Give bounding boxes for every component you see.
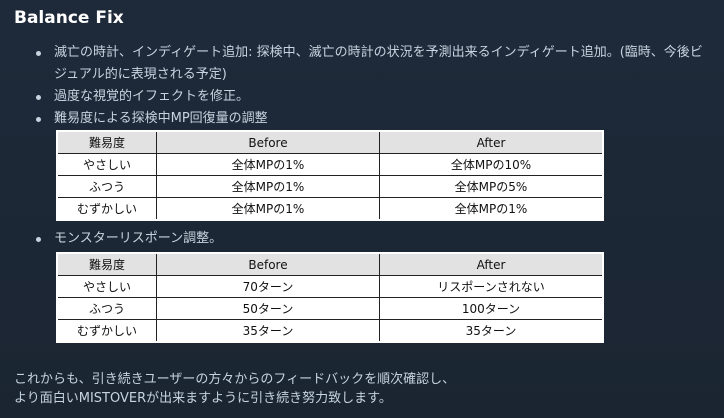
- list-item: 過度な視覚的イフェクトを修正。: [32, 86, 712, 108]
- table-cell: 70ターン: [156, 275, 380, 298]
- table-cell: ふつう: [56, 297, 157, 320]
- list-item: 難易度による探検中MP回復量の調整: [32, 108, 712, 130]
- closing-line: より面白いMISTOVERが出来ますように引き続き努力致します。: [14, 391, 392, 406]
- table-row: ふつう 50ターン 100ターン: [56, 297, 604, 320]
- table-cell: 100ターン: [379, 297, 604, 320]
- table-cell: やさしい: [56, 275, 157, 298]
- table-cell: リスポーンされない: [379, 275, 604, 298]
- table-header: Before: [156, 252, 380, 276]
- list-item: 滅亡の時計、インディゲート追加: 探検中、滅亡の時計の状況を予測出来るインディゲ…: [32, 42, 712, 86]
- table-cell: むずかしい: [56, 197, 157, 221]
- table-row: むずかしい 全体MPの1% 全体MPの1%: [56, 197, 604, 221]
- table-cell: ふつう: [56, 175, 157, 198]
- mp-recovery-table: 難易度 Before After やさしい 全体MPの1% 全体MPの10% ふ…: [56, 130, 604, 221]
- table-row: やさしい 70ターン リスポーンされない: [56, 275, 604, 298]
- monster-respawn-table: 難易度 Before After やさしい 70ターン リスポーンされない ふつ…: [56, 252, 604, 343]
- table-cell: 35ターン: [379, 319, 604, 343]
- section-title: Balance Fix: [14, 8, 124, 28]
- table-cell: 50ターン: [156, 297, 380, 320]
- table-cell: 全体MPの1%: [156, 153, 380, 176]
- table-header-row: 難易度 Before After: [56, 130, 604, 154]
- change-list: モンスターリスポーン調整。: [32, 228, 712, 250]
- closing-line: これからも、引き続きユーザーの方々からのフィードバックを順次確認し、: [14, 372, 456, 387]
- table-row: ふつう 全体MPの1% 全体MPの5%: [56, 175, 604, 198]
- table-header: After: [379, 252, 604, 276]
- table-cell: 全体MPの1%: [379, 197, 604, 221]
- table-header: After: [379, 130, 604, 154]
- table-cell: むずかしい: [56, 319, 157, 343]
- change-list: 滅亡の時計、インディゲート追加: 探検中、滅亡の時計の状況を予測出来るインディゲ…: [32, 42, 712, 130]
- table-header: Before: [156, 130, 380, 154]
- table-cell: 35ターン: [156, 319, 380, 343]
- table-cell: 全体MPの1%: [156, 197, 380, 221]
- table-cell: やさしい: [56, 153, 157, 176]
- table-cell: 全体MPの1%: [156, 175, 380, 198]
- table-row: やさしい 全体MPの1% 全体MPの10%: [56, 153, 604, 176]
- closing-message: これからも、引き続きユーザーの方々からのフィードバックを順次確認し、 より面白い…: [14, 370, 455, 408]
- table-header-row: 難易度 Before After: [56, 252, 604, 276]
- table-header: 難易度: [56, 252, 157, 276]
- table-row: むずかしい 35ターン 35ターン: [56, 319, 604, 343]
- table-cell: 全体MPの5%: [379, 175, 604, 198]
- list-item: モンスターリスポーン調整。: [32, 228, 712, 250]
- table-header: 難易度: [56, 130, 157, 154]
- table-cell: 全体MPの10%: [379, 153, 604, 176]
